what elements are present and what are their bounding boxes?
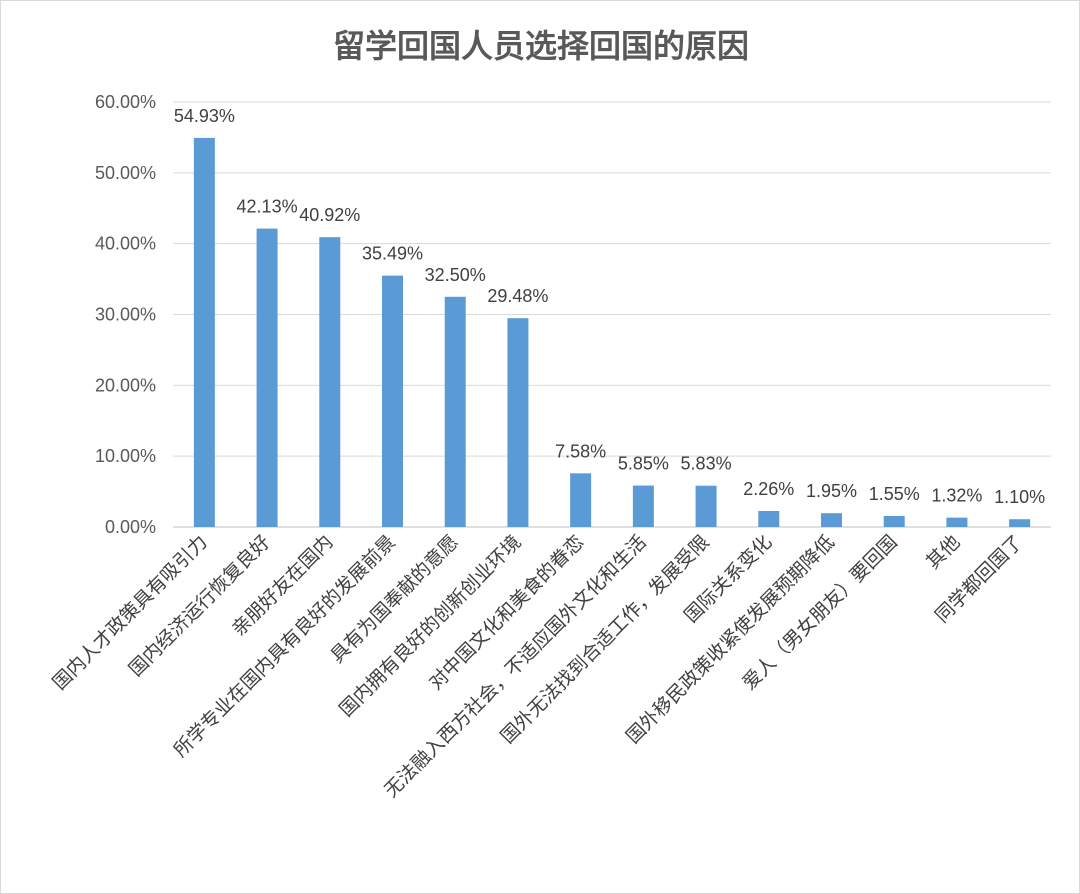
data-label: 29.48% <box>487 286 548 306</box>
data-label: 5.85% <box>618 454 669 474</box>
data-label: 40.92% <box>299 205 360 225</box>
data-label: 32.50% <box>425 265 486 285</box>
category-label: 其他 <box>922 531 964 573</box>
data-label: 5.83% <box>681 454 732 474</box>
bar <box>444 296 466 527</box>
bars <box>193 137 1031 527</box>
bar <box>632 485 654 527</box>
data-labels: 54.93% 42.13% 40.92%35.49%32.50%29.48% 7.58… <box>174 106 1045 507</box>
y-tick-label: 20.00% <box>95 375 156 395</box>
bar <box>507 318 529 527</box>
y-axis-ticks: 0.00% 10.00% 20.00% 30.00% 40.00% 50.00% 60.00… <box>95 92 156 537</box>
bar <box>570 473 592 527</box>
category-label: 所学专业在国内具有良好的发展前景 <box>170 531 401 762</box>
x-axis-categories: 国内人才政策具有吸引力国内经济运行恢复良好亲朋好友在国内所学专业在国内具有良好的… <box>49 531 1028 802</box>
y-tick-label: 40.00% <box>95 234 156 254</box>
data-label: 54.93% <box>174 106 235 126</box>
data-label: 42.13% <box>237 197 298 217</box>
bar <box>382 275 403 527</box>
data-label: 1.55% <box>869 484 920 504</box>
data-label: 1.10% <box>994 487 1045 507</box>
data-label: 35.49% <box>362 244 423 264</box>
chart-title: 留学回国人员选择回国的原因 <box>333 27 749 65</box>
data-label: 1.95% <box>806 481 857 501</box>
data-label: 1.32% <box>931 486 982 506</box>
bar <box>758 510 780 527</box>
y-tick-label: 60.00% <box>95 92 156 112</box>
bar <box>946 517 968 527</box>
bar <box>1009 519 1031 527</box>
y-tick-label: 10.00% <box>95 446 156 466</box>
bar <box>695 485 717 527</box>
y-tick-label: 50.00% <box>95 163 156 183</box>
y-tick-label: 0.00% <box>105 517 156 537</box>
bar <box>883 516 905 527</box>
y-tick-label: 30.00% <box>95 305 156 325</box>
bar <box>193 137 215 527</box>
data-label: 2.26% <box>743 479 794 499</box>
bar <box>256 228 278 527</box>
gridlines <box>173 101 1051 528</box>
bar <box>319 237 341 527</box>
data-label: 7.58% <box>555 441 606 461</box>
bar <box>821 513 842 527</box>
